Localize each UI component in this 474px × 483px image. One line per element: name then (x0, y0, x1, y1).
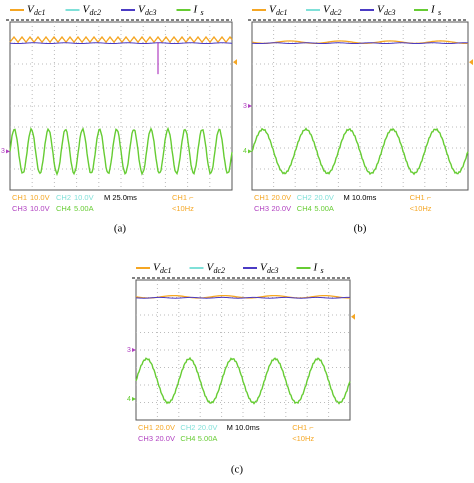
readout-text: CH2 (297, 193, 312, 202)
trace-is (135, 356, 351, 405)
readout-text: <10Hz (292, 434, 314, 443)
legend-subscript: dc1 (34, 8, 46, 17)
readout-text: 20.0V (272, 193, 292, 202)
channel-marker: 4 (127, 396, 131, 403)
readout-text: 20.0V (272, 204, 292, 213)
channel-marker: 3 (1, 148, 5, 155)
readout-text: CH1 (138, 423, 153, 432)
marker-arrow (6, 149, 10, 154)
readout-text: CH4 (56, 204, 71, 213)
legend-subscript: dc1 (160, 266, 172, 275)
readout-text: CH2 (180, 423, 195, 432)
readout-text: 5.00A (198, 434, 218, 443)
legend-symbol: V (83, 4, 91, 16)
trace-vdc3 (251, 42, 469, 45)
readout-text: 10.0V (30, 204, 50, 213)
readout-text: 10.0V (30, 193, 50, 202)
marker-arrow (248, 104, 252, 108)
readout-text: M 10.0ms (344, 193, 377, 202)
readout-text: 20.0V (314, 193, 334, 202)
channel-marker: 4 (243, 148, 247, 155)
legend-symbol: I (313, 262, 319, 274)
legend-subscript: dc3 (145, 8, 157, 17)
legend-symbol: V (260, 262, 268, 274)
panel-caption: (a) (114, 223, 127, 235)
channel-marker: 3 (243, 103, 247, 110)
channel-marker: 3 (127, 347, 131, 354)
legend-subscript: dc2 (214, 266, 226, 275)
readout-text: CH1 ⌐ (410, 193, 432, 202)
readout-text: M 25.0ms (104, 193, 137, 202)
readout-text: CH1 (254, 193, 269, 202)
legend-subscript: dc3 (384, 8, 396, 17)
readout-text: CH1 ⌐ (292, 423, 314, 432)
readout-text: <10Hz (172, 204, 194, 213)
readout-text: 5.00A (314, 204, 334, 213)
readout-text: 20.0V (198, 423, 218, 432)
ch1-level-marker (233, 59, 237, 66)
marker-arrow (132, 348, 136, 352)
marker-arrow (132, 397, 136, 401)
readout-text: CH2 (56, 193, 71, 202)
legend-symbol: I (193, 4, 199, 16)
trace-vdc1 (9, 35, 233, 44)
legend-subscript: s (201, 8, 204, 17)
readout-text: 10.0V (74, 193, 94, 202)
ch1-level-marker (469, 59, 473, 66)
legend-symbol: V (269, 4, 277, 16)
legend-subscript: dc2 (330, 8, 342, 17)
readout-text: CH3 (138, 434, 153, 443)
legend-subscript: dc1 (276, 8, 288, 17)
readout-text: CH4 (180, 434, 195, 443)
legend-subscript: s (438, 8, 441, 17)
panel-caption: (c) (231, 464, 244, 476)
readout-text: M 10.0ms (227, 423, 260, 432)
readout-text: 20.0V (155, 423, 175, 432)
readout-text: CH1 ⌐ (172, 193, 194, 202)
legend-symbol: I (430, 4, 436, 16)
legend-symbol: V (138, 4, 146, 16)
readout-text: 5.00A (74, 204, 94, 213)
trace-vdc3 (9, 42, 233, 45)
readout-text: CH3 (12, 204, 27, 213)
legend-symbol: V (27, 4, 35, 16)
readout-text: 20.0V (155, 434, 175, 443)
trace-is (9, 126, 233, 177)
legend-symbol: V (153, 262, 161, 274)
panel-caption: (b) (354, 223, 367, 235)
readout-text: CH1 (12, 193, 27, 202)
legend-symbol: V (323, 4, 331, 16)
legend-symbol: V (207, 262, 215, 274)
trace-vdc3 (135, 296, 351, 299)
legend-subscript: s (321, 266, 324, 275)
readout-text: CH4 (297, 204, 312, 213)
legend-subscript: dc2 (90, 8, 102, 17)
trace-is (251, 127, 469, 176)
legend-symbol: V (377, 4, 385, 16)
readout-text: CH3 (254, 204, 269, 213)
marker-arrow (248, 149, 252, 154)
ch1-level-marker (351, 313, 355, 320)
readout-text: <10Hz (410, 204, 432, 213)
legend-subscript: dc3 (267, 266, 279, 275)
